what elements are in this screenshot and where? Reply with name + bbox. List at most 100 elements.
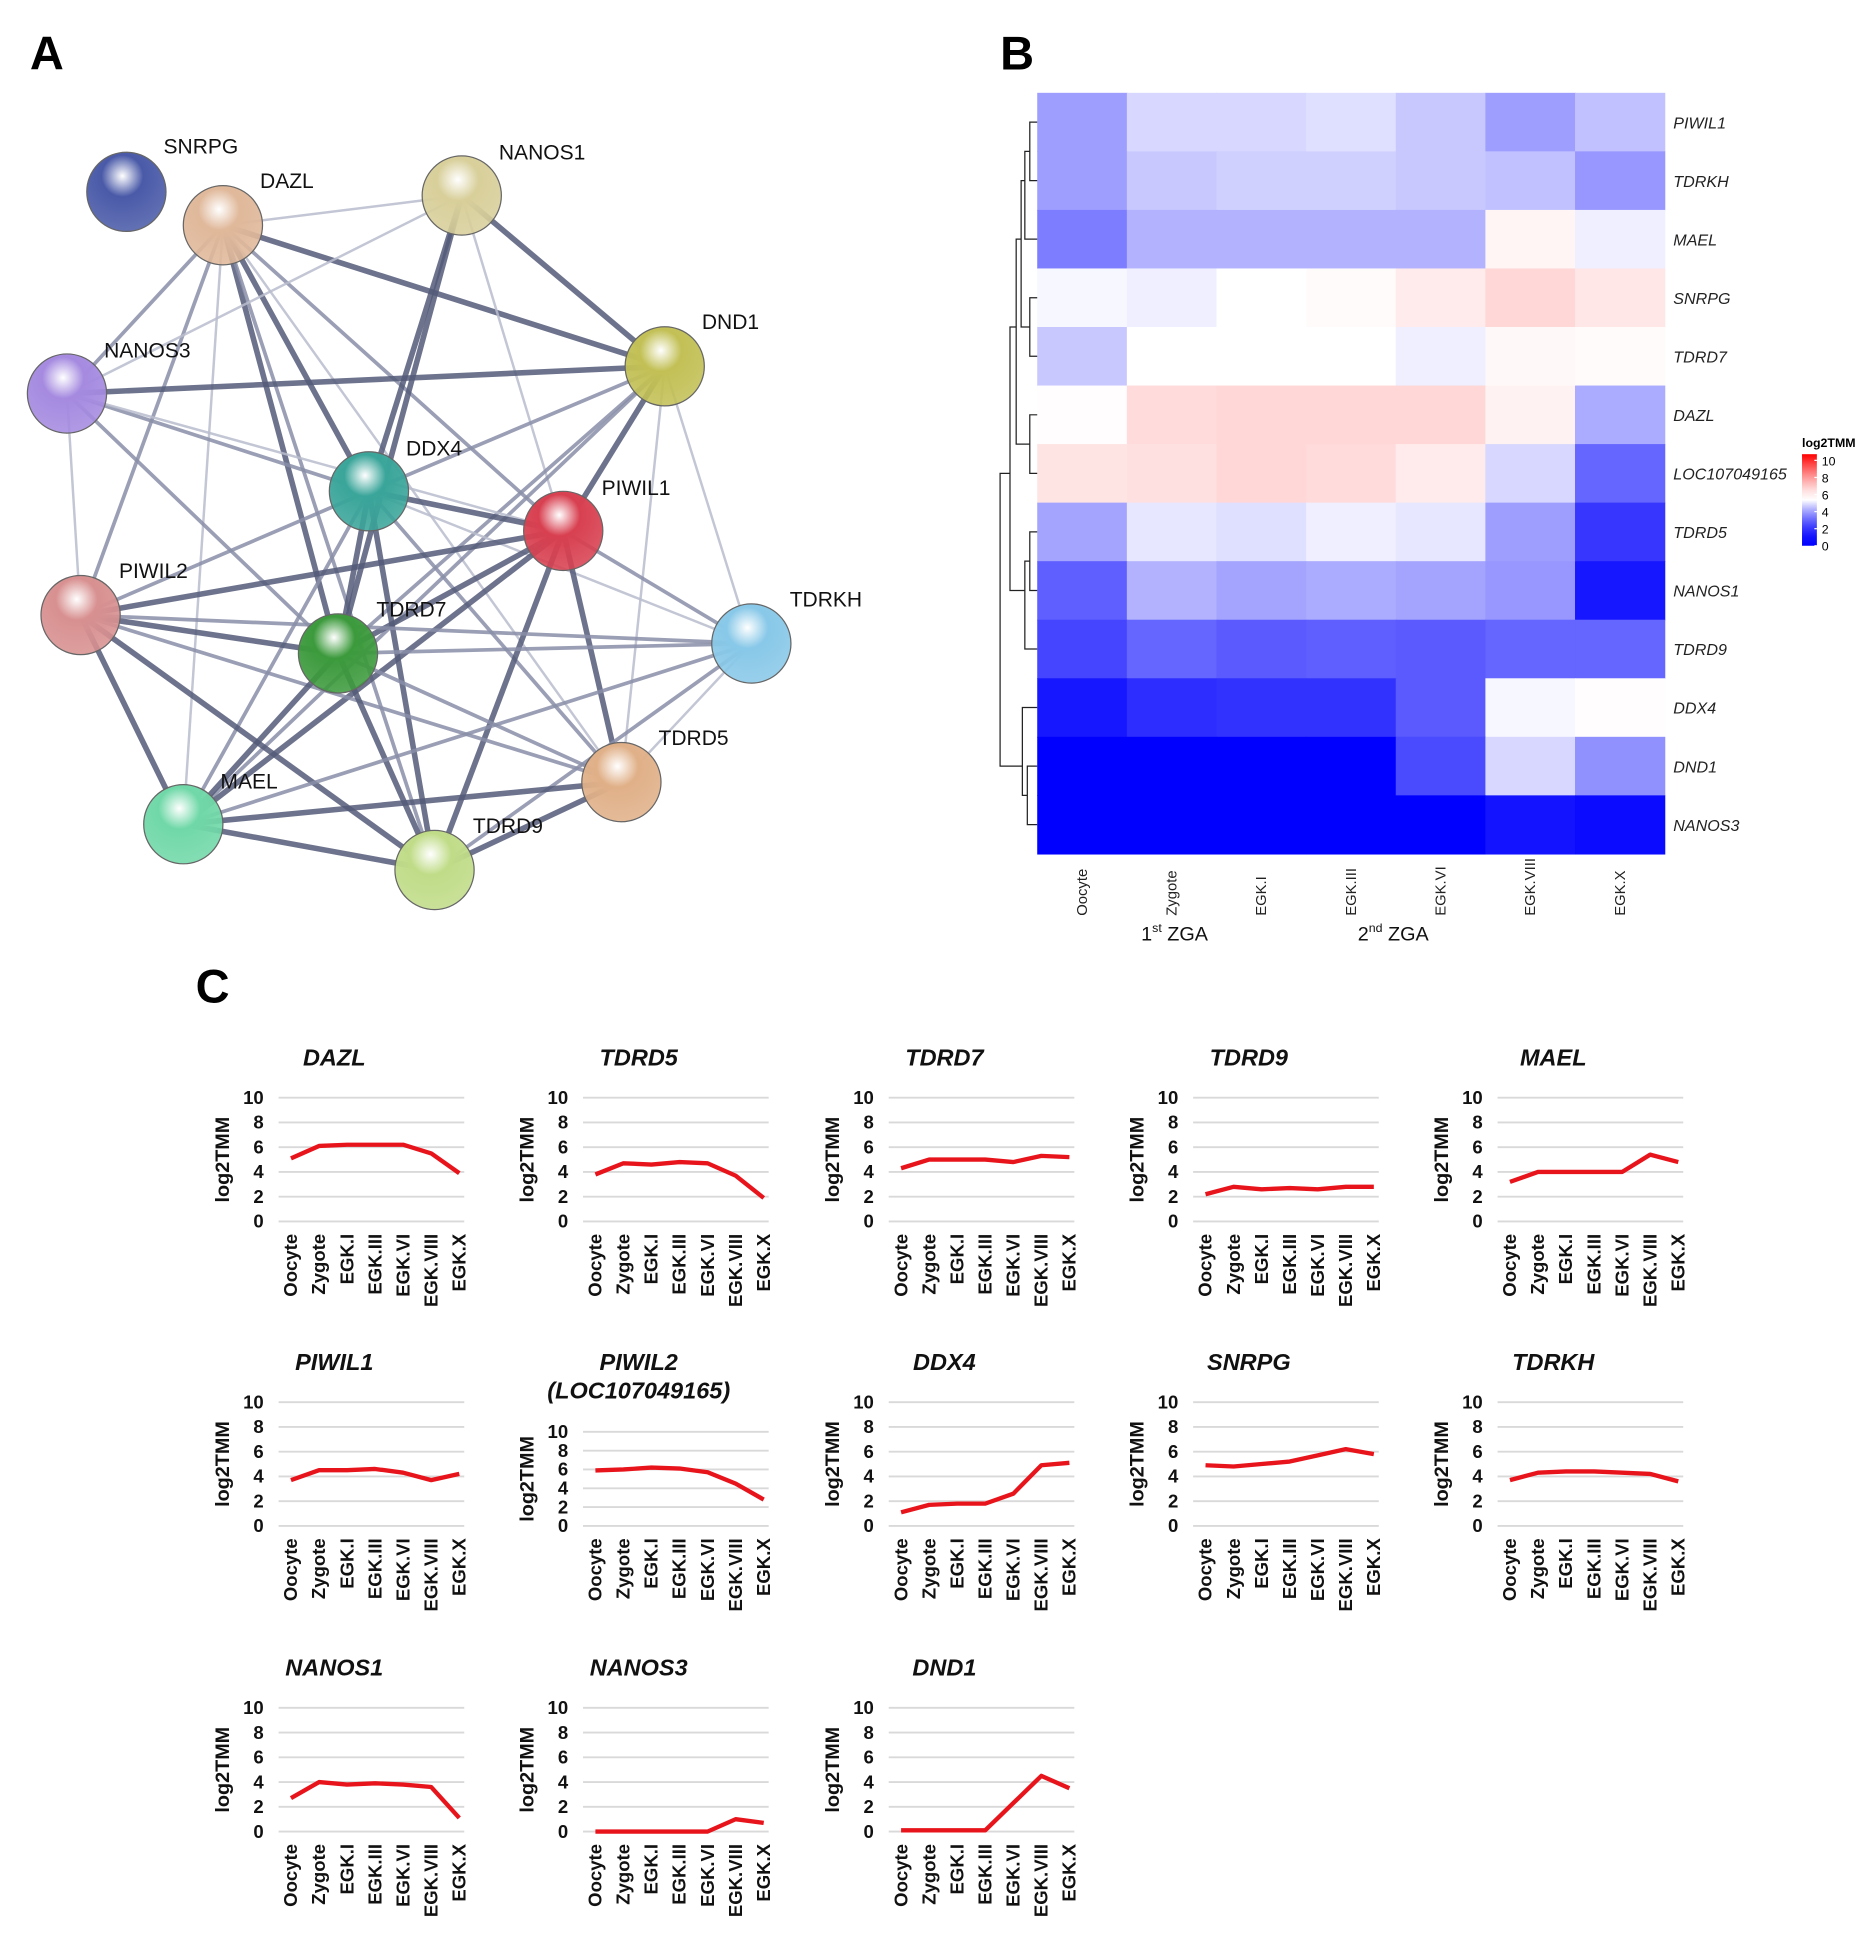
x-tick-label: EGK.X	[1363, 1538, 1384, 1596]
heatmap-cell-SNRPG-EGK.VI	[1395, 268, 1487, 328]
x-tick-label: EGK.I	[641, 1844, 662, 1895]
x-tick-label: EGK.III	[1279, 1538, 1300, 1599]
network-node-mael[interactable]: MAEL	[143, 770, 278, 865]
heatmap-cell-NANOS1-EGK.I	[1216, 561, 1307, 621]
y-tick-label: 0	[864, 1821, 874, 1842]
network-node-tdrd9[interactable]: TDRD9	[394, 815, 543, 911]
chart-title: PIWIL2	[600, 1349, 678, 1375]
network-edge-PIWIL2-TDRD7	[80, 612, 339, 657]
node-sphere	[328, 451, 410, 532]
line-chart-nanos3: NANOS3 0 2 4 6 8 10 log2TMM Oocyte Zygote EGK.I EGK…	[517, 1655, 774, 1917]
network-node-dazl[interactable]: DAZL	[182, 170, 314, 266]
network-edge-DND1-TDRD5	[620, 366, 666, 783]
chart-title: PIWIL1	[295, 1349, 373, 1375]
network-node-nanos3[interactable]: NANOS3	[26, 340, 191, 434]
zga-annotation: 1st ZGA	[1141, 921, 1209, 946]
y-tick-label: 6	[1168, 1441, 1178, 1462]
heatmap-cell-TDRD5-EGK.VIII	[1485, 502, 1576, 562]
x-tick-label: EGK.VIII	[420, 1844, 441, 1917]
zga-annotation: 2nd ZGA	[1358, 921, 1430, 946]
y-axis-label: log2TMM	[1127, 1117, 1149, 1203]
heatmap-cell-DDX4-EGK.VI	[1395, 678, 1487, 738]
node-sphere	[26, 353, 108, 434]
y-axis-label: log2TMM	[822, 1727, 844, 1813]
heatmap-column-label: Zygote	[1165, 870, 1181, 915]
heatmap-column-label: EGK.I	[1254, 876, 1270, 916]
chart-title: DDX4	[913, 1349, 976, 1375]
x-tick-label: EGK.X	[753, 1843, 774, 1901]
dendrogram-branch	[1029, 531, 1038, 592]
x-tick-label: Zygote	[918, 1844, 939, 1905]
x-tick-label: EGK.VIII	[1031, 1234, 1052, 1307]
network-edge-PIWIL2-TDRD5	[80, 613, 622, 784]
network-node-nanos1[interactable]: NANOS1	[421, 142, 585, 236]
series-line	[290, 1466, 460, 1483]
y-tick-label: 0	[253, 1211, 263, 1232]
network-edge-NANOS1-TDRD7	[335, 194, 465, 655]
x-tick-label: EGK.VIII	[420, 1538, 441, 1611]
x-tick-label: EGK.III	[669, 1538, 690, 1599]
series-line	[289, 1779, 461, 1820]
network-node-ddx4[interactable]: DDX4	[328, 437, 462, 532]
x-tick-label: EGK.VI	[392, 1234, 413, 1297]
row-dendrogram	[999, 121, 1038, 826]
y-tick-label: 2	[558, 1496, 568, 1517]
heatmap-cell-DAZL-EGK.VI	[1395, 385, 1487, 445]
chart-title: TDRD9	[1210, 1045, 1288, 1071]
y-tick-label: 8	[253, 1722, 263, 1743]
network-node-tdrd7[interactable]: TDRD7	[297, 598, 446, 694]
heatmap-cell-LOC107049165-EGK.III	[1306, 444, 1397, 504]
legend-tick-label: 10	[1822, 454, 1836, 468]
chart-title: SNRPG	[1207, 1349, 1291, 1375]
y-tick-label: 8	[558, 1112, 568, 1133]
heatmap-cell-TDRD5-EGK.VI	[1395, 502, 1487, 562]
heatmap-cell-MAEL-EGK.I	[1216, 209, 1307, 270]
y-tick-label: 4	[558, 1771, 569, 1792]
legend-tick-label: 6	[1822, 488, 1829, 502]
x-tick-label: EGK.VI	[1307, 1234, 1328, 1297]
network-edge-TDRKH-MAEL	[182, 641, 752, 826]
x-tick-label: EGK.III	[669, 1844, 690, 1905]
x-tick-label: Zygote	[613, 1844, 634, 1905]
network-node-dnd1[interactable]: DND1	[624, 311, 759, 407]
panel-label-c: C	[196, 959, 230, 1012]
x-tick-label: EGK.III	[1279, 1234, 1300, 1295]
heatmap-cell-NANOS3-EGK.X	[1575, 795, 1666, 855]
x-tick-label: Oocyte	[280, 1234, 301, 1297]
network-node-piwil2[interactable]: PIWIL2	[40, 560, 188, 656]
y-tick-label: 2	[864, 1186, 874, 1207]
node-label: NANOS1	[499, 142, 585, 165]
dendrogram-branch	[1029, 414, 1038, 474]
network-node-tdrd5[interactable]: TDRD5	[581, 727, 729, 823]
heatmap-cell-TDRKH-EGK.X	[1575, 151, 1666, 211]
x-tick-label: EGK.X	[1363, 1233, 1384, 1291]
y-axis-label: log2TMM	[212, 1117, 234, 1203]
chart-title: NANOS1	[285, 1655, 383, 1681]
y-tick-label: 2	[1472, 1490, 1482, 1511]
y-tick-label: 4	[253, 1161, 264, 1182]
line-chart-nanos1: NANOS1 0 2 4 6 8 10 log2TMM Oocyte Zygote EGK.I EGK…	[212, 1655, 469, 1917]
y-tick-label: 4	[558, 1161, 569, 1182]
y-tick-label: 2	[253, 1186, 263, 1207]
series-line	[595, 1465, 765, 1502]
y-axis-label: log2TMM	[517, 1727, 539, 1813]
node-sphere	[40, 574, 121, 656]
network-node-snrpg[interactable]: SNRPG	[86, 135, 238, 233]
y-axis-label: log2TMM	[212, 1421, 234, 1507]
node-label: PIWIL1	[602, 477, 671, 500]
line-chart-tdrd7: TDRD7 0 2 4 6 8 10 log2TMM Oocyte Zygote EGK.I EGK.…	[822, 1045, 1079, 1307]
heatmap-cell-DND1-EGK.VI	[1395, 736, 1487, 796]
x-tick-label: EGK.III	[364, 1234, 385, 1295]
heatmap-cell-TDRD7-EGK.X	[1575, 326, 1666, 387]
network-node-piwil1[interactable]: PIWIL1	[523, 477, 671, 572]
heatmap-cell-TDRD9-EGK.III	[1306, 619, 1397, 679]
heatmap-cell-NANOS3-Zygote	[1126, 795, 1218, 855]
node-sphere	[182, 185, 264, 266]
x-tick-label: EGK.X	[1059, 1233, 1080, 1291]
network-node-tdrkh[interactable]: TDRKH	[711, 588, 862, 684]
y-tick-label: 10	[1158, 1391, 1179, 1412]
x-tick-label: EGK.X	[448, 1233, 469, 1291]
node-sphere	[711, 603, 792, 684]
y-tick-label: 4	[253, 1771, 264, 1792]
y-tick-label: 8	[1168, 1112, 1178, 1133]
